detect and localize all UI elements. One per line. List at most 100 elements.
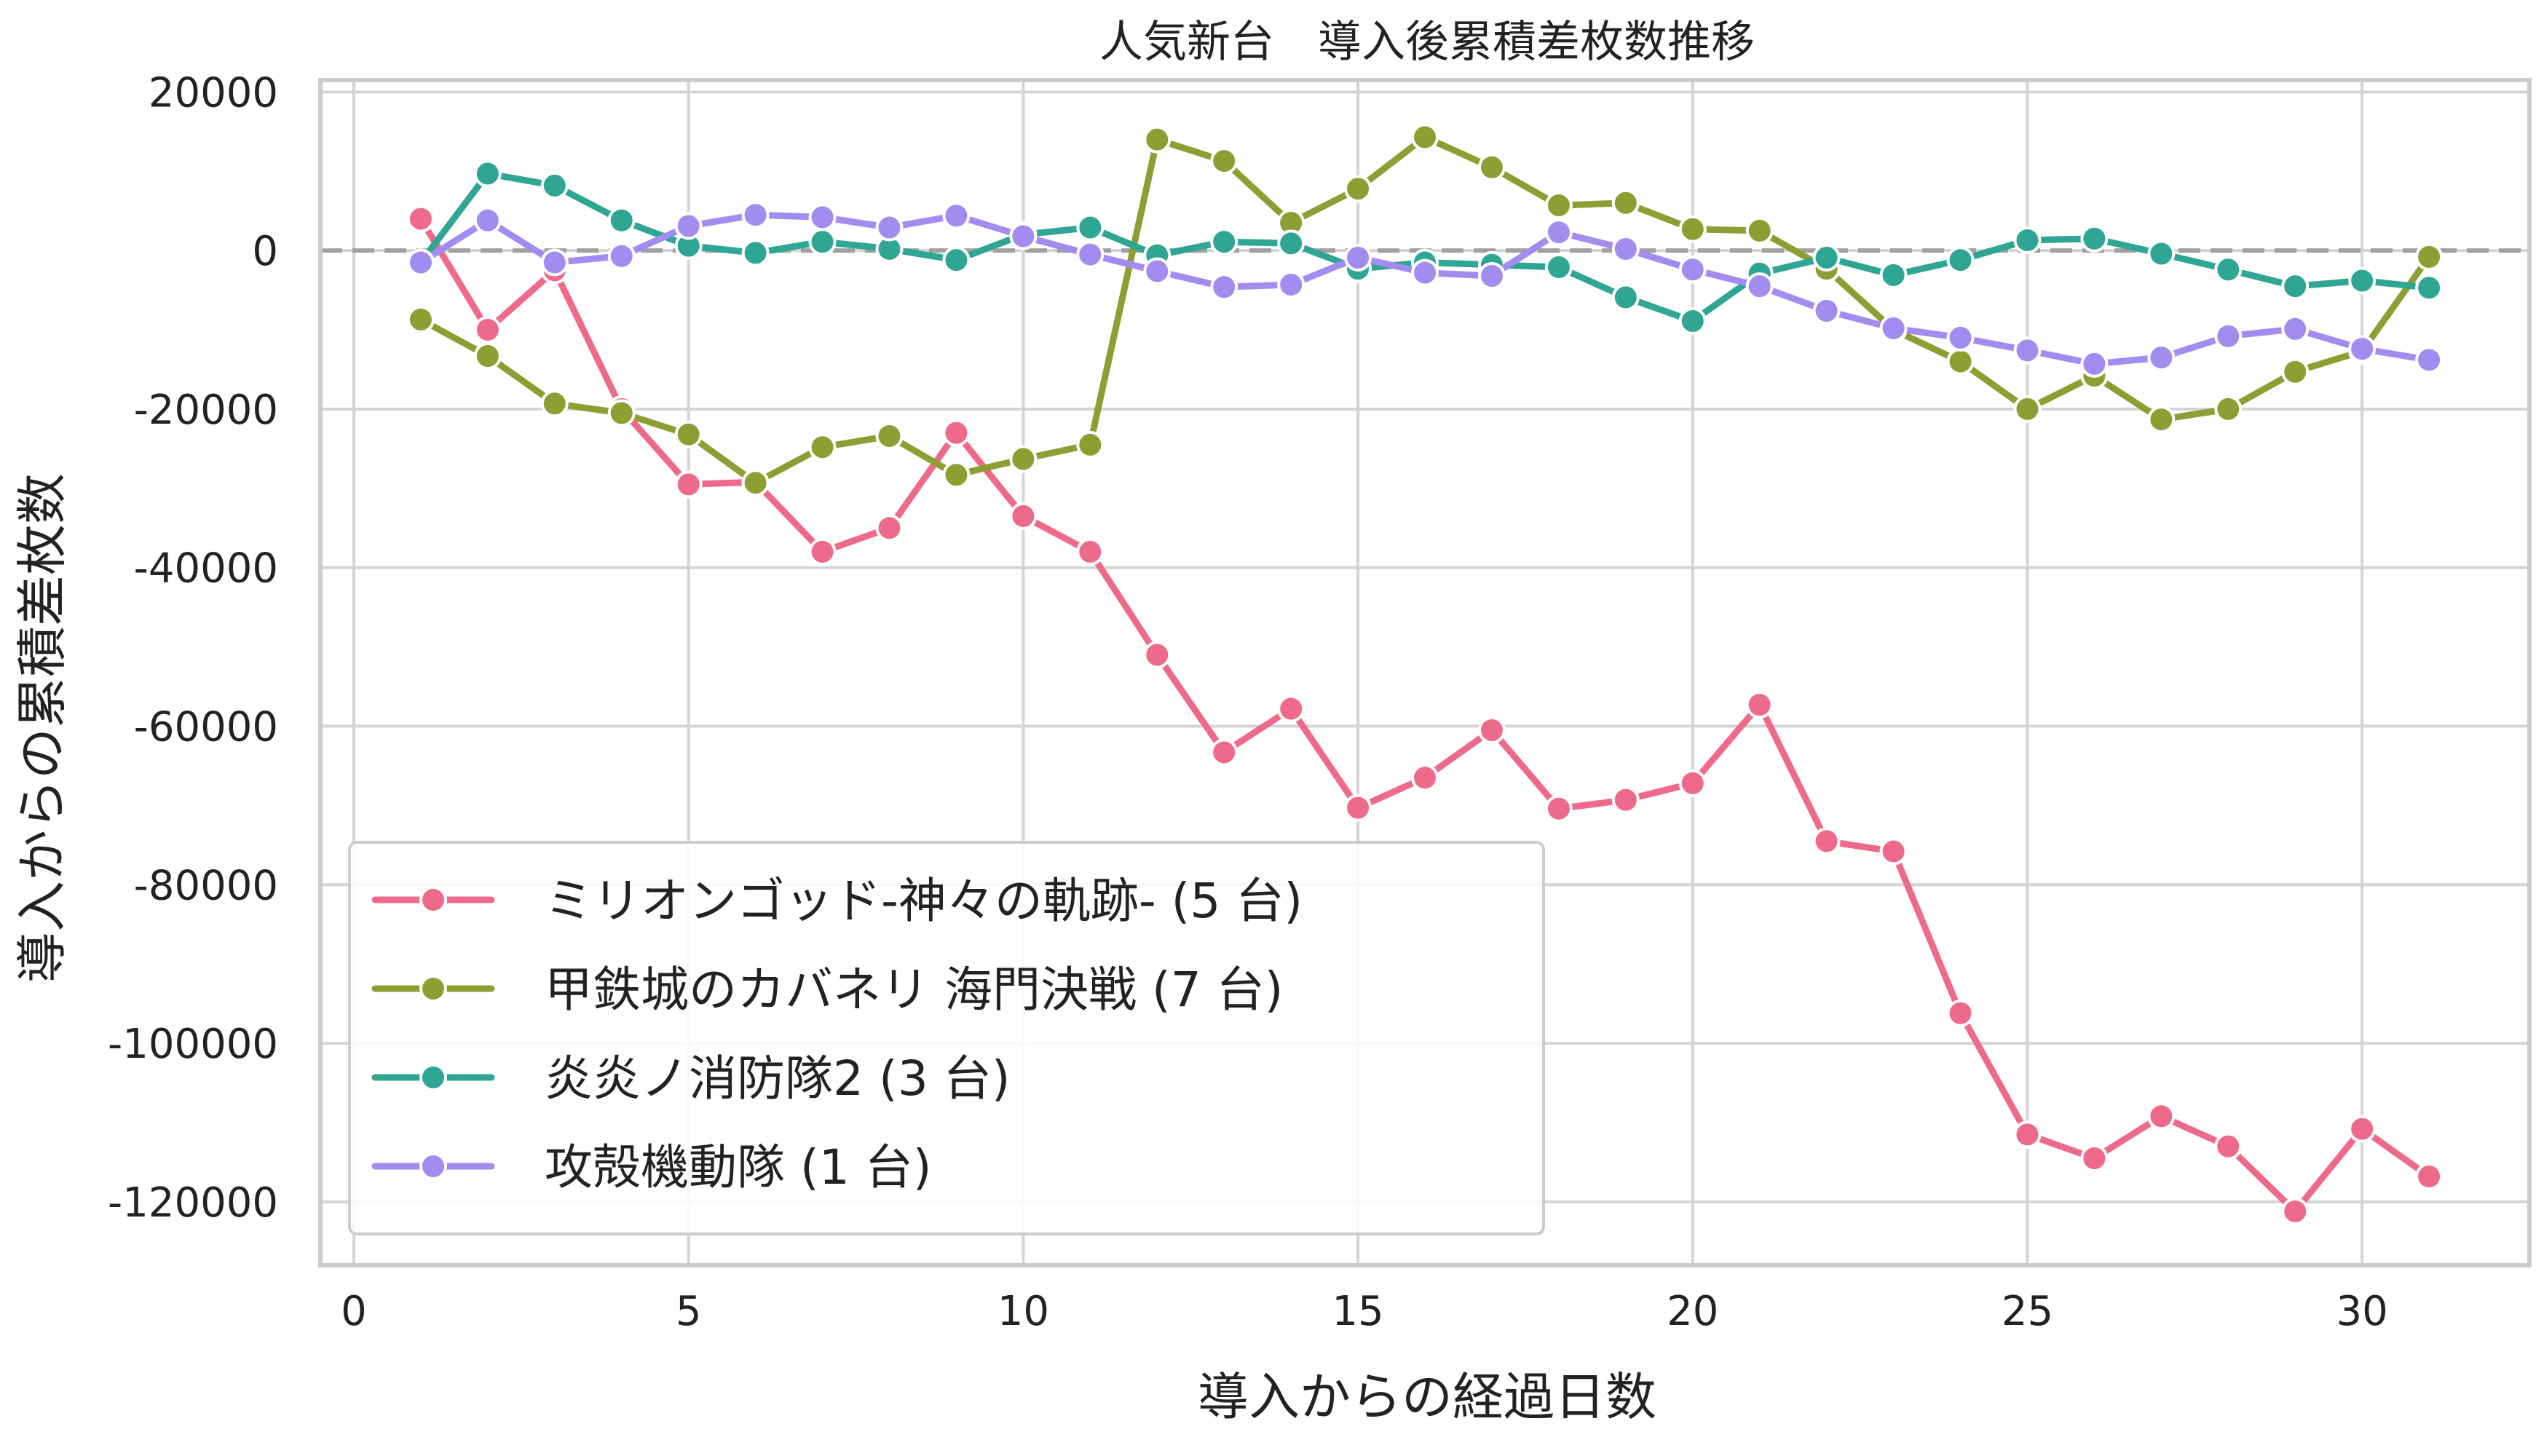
y-tick-label: 0 — [252, 228, 278, 275]
data-point — [473, 316, 502, 344]
data-point — [875, 213, 904, 242]
x-tick-label: 25 — [2002, 1288, 2053, 1335]
legend-item: 炎炎ノ消防隊2 (3 台) — [371, 1051, 1010, 1107]
data-point — [2281, 272, 2310, 301]
data-point — [406, 248, 435, 277]
data-point — [540, 171, 569, 199]
data-point — [1076, 537, 1105, 566]
data-point — [1076, 240, 1105, 269]
data-point — [2080, 1144, 2109, 1172]
y-tick-label: -120000 — [108, 1179, 278, 1227]
legend-label: 攻殻機動隊 (1 台) — [545, 1139, 931, 1195]
data-point — [1544, 218, 1573, 247]
data-point — [1210, 738, 1239, 767]
x-tick-label: 15 — [1332, 1288, 1383, 1335]
data-point — [1411, 258, 1439, 287]
data-point — [942, 202, 971, 230]
chart-title: 人気新台 導入後累積差枚数推移 — [1099, 17, 1755, 68]
data-point — [406, 205, 435, 233]
data-point — [674, 420, 703, 448]
data-point — [1611, 234, 1640, 263]
data-point — [1477, 261, 1506, 290]
data-point — [875, 422, 904, 450]
data-point — [1143, 257, 1172, 285]
data-point — [1879, 261, 1908, 289]
data-point — [1344, 175, 1372, 203]
legend-item: 攻殻機動隊 (1 台) — [371, 1139, 931, 1195]
legend-item: ミリオンゴッド-神々の軌跡- (5 台) — [371, 873, 1303, 929]
data-point — [1477, 716, 1506, 744]
data-point — [540, 389, 569, 418]
data-point — [1544, 191, 1573, 220]
data-point — [2147, 405, 2176, 434]
data-point — [1143, 125, 1172, 154]
series — [406, 123, 2444, 497]
data-point — [607, 242, 636, 270]
data-point — [808, 228, 837, 256]
data-point — [1544, 253, 1573, 281]
data-point — [808, 203, 837, 232]
y-tick-label: 20000 — [149, 69, 278, 116]
data-point — [674, 470, 703, 499]
legend-label: 甲鉄城のカバネリ 海門決戦 (7 台) — [545, 962, 1283, 1018]
data-point — [1143, 641, 1172, 669]
x-tick-label: 5 — [676, 1288, 702, 1335]
data-point — [1411, 123, 1439, 151]
x-tick-label: 10 — [998, 1288, 1049, 1335]
series-line — [417, 133, 2433, 486]
data-point — [1544, 794, 1573, 823]
series — [406, 159, 2444, 336]
y-tick-label: -100000 — [108, 1021, 278, 1068]
data-point — [1678, 307, 1707, 336]
data-point — [473, 341, 502, 370]
data-point — [1411, 764, 1439, 792]
data-point — [2214, 256, 2243, 284]
data-point — [473, 206, 502, 234]
data-point — [1812, 243, 1841, 272]
legend-label: ミリオンゴッド-神々の軌跡- (5 台) — [545, 873, 1303, 929]
data-point — [1277, 229, 1305, 258]
data-point — [2348, 335, 2377, 363]
data-point — [808, 433, 837, 462]
data-point — [2080, 224, 2109, 253]
data-point — [1277, 270, 1305, 298]
data-point — [2281, 1197, 2310, 1225]
data-point — [1745, 691, 1774, 719]
data-point — [2415, 1163, 2444, 1191]
data-point — [2147, 240, 2176, 268]
y-tick-label: -80000 — [134, 862, 278, 909]
legend: ミリオンゴッド-神々の軌跡- (5 台) 甲鉄城のカバネリ 海門決戦 (7 台) 炎… — [348, 841, 1545, 1235]
data-point — [942, 461, 971, 489]
data-point — [2147, 1102, 2176, 1131]
data-point — [1210, 147, 1239, 175]
data-point — [2348, 266, 2377, 295]
data-point — [2281, 357, 2310, 386]
data-point — [2013, 395, 2042, 423]
data-point — [607, 206, 636, 234]
data-point — [1210, 273, 1239, 301]
data-point — [1477, 153, 1506, 181]
data-point — [1678, 215, 1707, 243]
x-tick-label: 30 — [2336, 1288, 2388, 1335]
data-point — [1678, 256, 1707, 284]
tick-labels: 0 5 10 15 20 25 30 20000 0 -20000 -40000 -60000 -800… — [108, 69, 2388, 1335]
data-point — [2214, 395, 2243, 423]
legend-marker-swatch — [419, 1152, 447, 1180]
data-point — [1812, 827, 1841, 855]
data-point — [808, 537, 837, 566]
data-point — [1611, 189, 1640, 217]
x-tick-label: 20 — [1667, 1288, 1718, 1335]
data-point — [1812, 296, 1841, 325]
legend-marker-swatch — [419, 975, 447, 1002]
series-line — [417, 170, 2433, 325]
x-tick-label: 0 — [341, 1288, 367, 1335]
data-point — [1009, 502, 1038, 530]
data-point — [1946, 999, 1975, 1027]
x-axis-label: 導入からの経過日数 — [1198, 1367, 1656, 1427]
data-point — [2013, 1120, 2042, 1149]
data-point — [1076, 213, 1105, 242]
plot-frame — [318, 78, 2532, 1267]
series — [406, 201, 2444, 378]
data-point — [741, 469, 770, 497]
data-point — [1745, 272, 1774, 301]
